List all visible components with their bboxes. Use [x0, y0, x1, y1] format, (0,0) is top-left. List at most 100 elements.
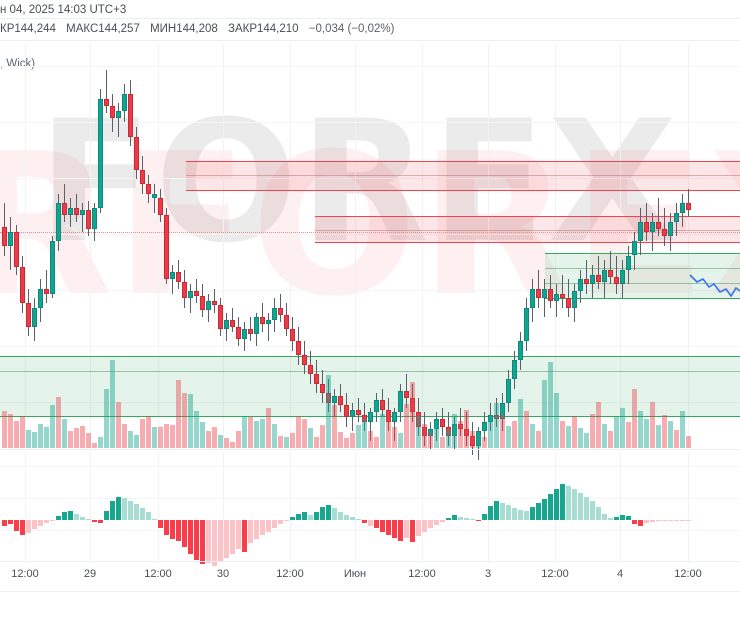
candle-body[interactable]	[308, 364, 313, 375]
candle-body[interactable]	[614, 276, 619, 285]
candle-body[interactable]	[464, 428, 469, 437]
candle-body[interactable]	[500, 402, 505, 420]
candle-body[interactable]	[98, 98, 103, 208]
candle-body[interactable]	[68, 207, 73, 216]
candle-body[interactable]	[470, 436, 475, 446]
candle-body[interactable]	[218, 305, 223, 330]
candle-body[interactable]	[248, 329, 253, 334]
candle-body[interactable]	[206, 300, 211, 311]
candle-body[interactable]	[332, 395, 337, 403]
candle-body[interactable]	[590, 274, 595, 285]
candle-body[interactable]	[194, 291, 199, 296]
candle-body[interactable]	[164, 215, 169, 280]
candle-body[interactable]	[314, 374, 319, 384]
candle-body[interactable]	[284, 314, 289, 330]
candle-body[interactable]	[554, 293, 559, 301]
candle-body[interactable]	[482, 421, 487, 432]
candle-body[interactable]	[134, 136, 139, 170]
candle-body[interactable]	[104, 98, 109, 106]
candle-body[interactable]	[602, 269, 607, 282]
candle-body[interactable]	[116, 110, 121, 118]
candle-body[interactable]	[422, 426, 427, 437]
candle-body[interactable]	[278, 307, 283, 315]
candle-body[interactable]	[440, 419, 445, 427]
candle-body[interactable]	[638, 222, 643, 242]
candle-body[interactable]	[686, 203, 691, 211]
candle-body[interactable]	[38, 288, 43, 308]
candle-body[interactable]	[212, 300, 217, 306]
candle-body[interactable]	[632, 241, 637, 256]
candle-body[interactable]	[494, 414, 499, 420]
candle-body[interactable]	[128, 93, 133, 137]
candle-body[interactable]	[182, 281, 187, 299]
candle-body[interactable]	[626, 255, 631, 270]
candle-body[interactable]	[74, 207, 79, 216]
candle-body[interactable]	[476, 431, 481, 446]
candle-body[interactable]	[374, 400, 379, 413]
candle-body[interactable]	[62, 203, 67, 216]
candle-body[interactable]	[398, 390, 403, 413]
candle-body[interactable]	[170, 272, 175, 280]
candle-body[interactable]	[122, 93, 127, 111]
candle-body[interactable]	[44, 288, 49, 294]
candle-body[interactable]	[596, 274, 601, 282]
candle-body[interactable]	[620, 269, 625, 284]
candle-body[interactable]	[260, 317, 265, 325]
candle-body[interactable]	[380, 400, 385, 410]
candle-body[interactable]	[542, 288, 547, 299]
candle-body[interactable]	[458, 424, 463, 429]
candle-body[interactable]	[452, 424, 457, 437]
candle-body[interactable]	[386, 409, 391, 422]
candle-body[interactable]	[326, 393, 331, 403]
candle-body[interactable]	[110, 105, 115, 118]
macd-panel[interactable]	[0, 452, 740, 567]
candle-body[interactable]	[662, 229, 667, 237]
candle-body[interactable]	[362, 414, 367, 422]
candle-body[interactable]	[644, 222, 649, 232]
candle-body[interactable]	[512, 360, 517, 380]
candle-body[interactable]	[674, 212, 679, 223]
candle-body[interactable]	[668, 222, 673, 237]
time-axis[interactable]: 12:00 29 12:00 30 12:00 Июн 12:00 3 12:00 4 12:00	[0, 562, 740, 592]
candle-body[interactable]	[140, 169, 145, 185]
candle-body[interactable]	[416, 412, 421, 427]
candle-body[interactable]	[368, 412, 373, 422]
candle-body[interactable]	[302, 355, 307, 365]
candle-body[interactable]	[8, 231, 13, 246]
candle-body[interactable]	[176, 272, 181, 282]
candle-body[interactable]	[14, 231, 19, 268]
candle-body[interactable]	[32, 307, 37, 327]
candle-body[interactable]	[656, 222, 661, 230]
candle-body[interactable]	[2, 226, 7, 246]
candle-body[interactable]	[50, 241, 55, 294]
candle-body[interactable]	[146, 184, 151, 194]
candle-body[interactable]	[80, 210, 85, 216]
candle-body[interactable]	[350, 409, 355, 418]
candle-body[interactable]	[410, 398, 415, 413]
candle-body[interactable]	[446, 426, 451, 437]
candle-body[interactable]	[254, 317, 259, 334]
candle-body[interactable]	[92, 207, 97, 230]
candle-body[interactable]	[428, 428, 433, 437]
candle-body[interactable]	[290, 329, 295, 342]
candle-body[interactable]	[242, 329, 247, 339]
candle-body[interactable]	[578, 279, 583, 292]
candle-body[interactable]	[404, 390, 409, 399]
candle-body[interactable]	[608, 269, 613, 277]
candle-body[interactable]	[158, 198, 163, 216]
candle-body[interactable]	[392, 412, 397, 422]
candle-body[interactable]	[230, 319, 235, 327]
candle-body[interactable]	[560, 293, 565, 299]
candle-body[interactable]	[530, 288, 535, 308]
candle-body[interactable]	[680, 203, 685, 213]
candle-body[interactable]	[56, 203, 61, 242]
candle-body[interactable]	[152, 193, 157, 199]
candle-body[interactable]	[344, 405, 349, 418]
candle-body[interactable]	[518, 341, 523, 361]
candle-body[interactable]	[20, 267, 25, 304]
candle-body[interactable]	[524, 307, 529, 342]
candle-body[interactable]	[266, 319, 271, 325]
candle-body[interactable]	[200, 295, 205, 311]
candle-body[interactable]	[272, 307, 277, 320]
candle-body[interactable]	[224, 319, 229, 330]
